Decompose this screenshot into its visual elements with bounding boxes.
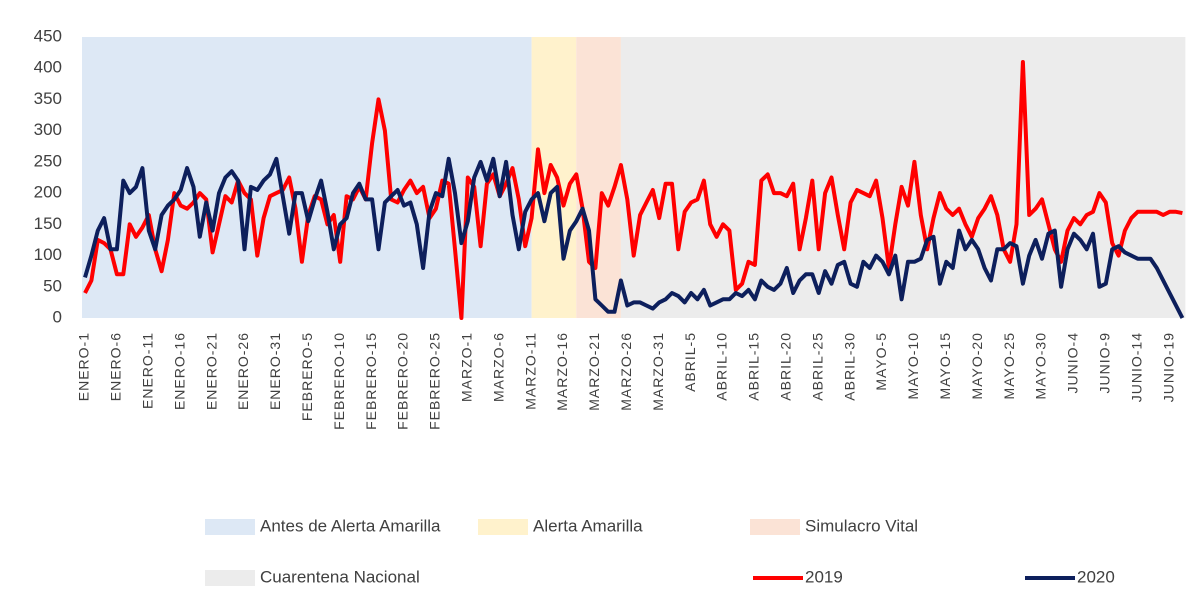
series-line [83,60,1183,320]
x-tick-label: MARZO-16 [554,332,570,411]
legend-label: Simulacro Vital [805,516,918,535]
y-tick-label: 50 [43,276,62,295]
x-tick-label: FEBRERO-20 [395,332,411,430]
x-tick-label: JUNIO-14 [1128,332,1144,402]
y-tick-label: 350 [34,89,62,108]
x-tick-label: JUNIO-9 [1097,332,1113,393]
y-tick-label: 0 [53,307,62,326]
x-tick-label: MAYO-5 [873,332,889,391]
y-tick-label: 250 [34,151,62,170]
series-line [83,156,1185,319]
x-tick-label: MARZO-31 [650,332,666,411]
x-tick-label: ENERO-16 [171,332,187,410]
x-tick-label: MARZO-11 [522,332,538,410]
x-tick-label: ABRIL-10 [714,332,730,401]
y-tick-label: 150 [34,214,62,233]
period-band [531,37,577,318]
legend-swatch [205,570,255,586]
x-tick-label: MARZO-21 [586,332,602,411]
x-tick-label: ENERO-6 [108,332,124,401]
legend-swatch [478,519,528,535]
x-tick-label: ENERO-11 [140,332,156,409]
y-tick-label: 300 [34,120,62,139]
y-tick-label: 400 [34,58,62,77]
x-tick-label: ABRIL-20 [778,332,794,401]
y-tick-label: 200 [34,183,62,202]
legend-label: Antes de Alerta Amarilla [260,516,441,535]
x-tick-label: MARZO-26 [618,332,634,411]
x-tick-label: MAYO-10 [905,332,921,399]
x-tick-label: ABRIL-25 [809,332,825,401]
x-tick-label: MAYO-30 [1033,332,1049,399]
x-tick-label: ENERO-26 [235,332,251,410]
legend-label: 2019 [805,567,843,586]
period-band [576,37,621,318]
x-tick-label: FEBRERO-10 [331,332,347,430]
legend-swatch [205,519,255,535]
x-tick-label: FEBRERO-25 [427,332,443,430]
x-tick-label: JUNIO-19 [1160,332,1176,402]
y-tick-label: 100 [34,245,62,264]
legend-label: 2020 [1077,567,1115,586]
period-band [620,37,1186,318]
x-tick-label: ABRIL-15 [746,332,762,401]
legend-label: Cuarentena Nacional [260,567,420,586]
x-tick-label: JUNIO-4 [1065,332,1081,393]
x-tick-label: MARZO-6 [490,332,506,402]
x-tick-label: ENERO-21 [203,332,219,410]
x-tick-label: ENERO-1 [76,332,92,401]
y-tick-label: 450 [34,26,62,45]
x-tick-label: MAYO-25 [1001,332,1017,399]
x-tick-label: ENERO-31 [267,332,283,410]
x-tick-label: FEBRERO-15 [363,332,379,430]
legend-swatch [750,519,800,535]
x-tick-label: MAYO-15 [937,332,953,399]
x-tick-label: ABRIL-5 [682,332,698,392]
x-tick-label: FEBRERO-5 [299,332,315,421]
legend-label: Alerta Amarilla [533,516,643,535]
x-tick-label: ABRIL-30 [841,332,857,401]
x-tick-label: MARZO-1 [459,332,475,402]
x-tick-label: MAYO-20 [969,332,985,399]
